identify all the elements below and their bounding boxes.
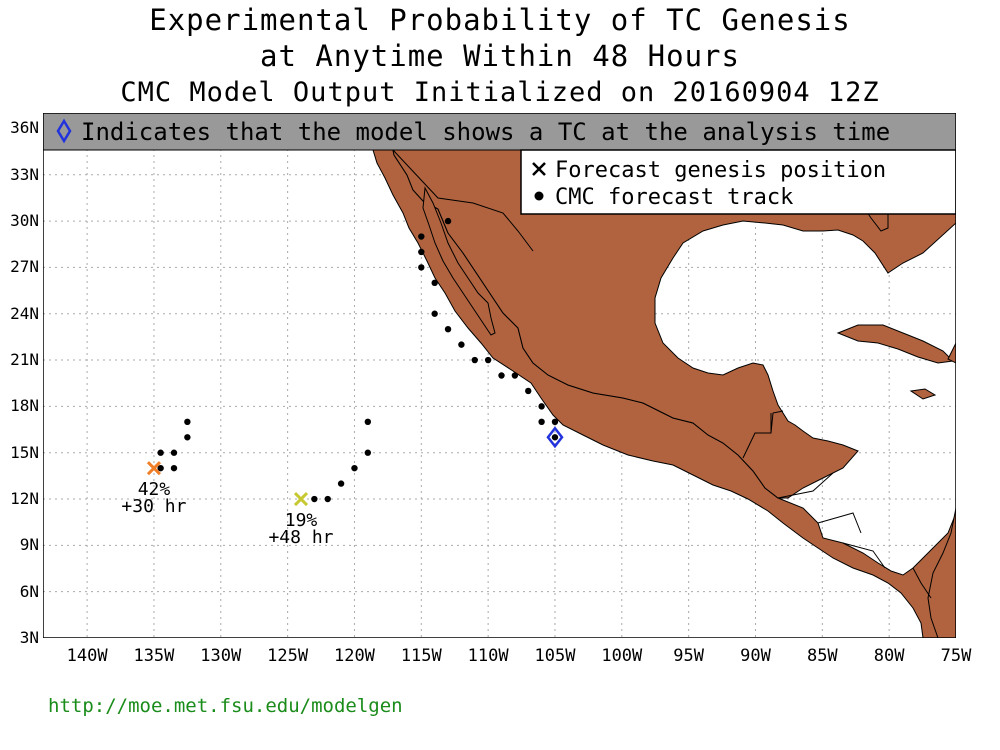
track-point [418, 264, 425, 271]
track-point [324, 495, 331, 503]
border-panama-colombia [912, 567, 932, 599]
track-point [364, 449, 372, 456]
lat-tick-label: 6N [19, 581, 39, 601]
track-point [498, 372, 505, 379]
lon-tick-label: 100W [601, 646, 643, 666]
legend-box [520, 149, 957, 215]
track-point [444, 217, 452, 225]
genesis-x-marker [146, 461, 162, 476]
title-line-2: at Anytime Within 48 Hours [260, 39, 740, 73]
analysis-diamond-icon [56, 118, 72, 144]
track-point [351, 464, 358, 472]
legend-track-label: CMC forecast track [555, 185, 793, 210]
track-point [170, 449, 178, 456]
track-point [157, 464, 164, 472]
track-point [364, 418, 372, 426]
lat-tick-label: 15N [10, 442, 39, 462]
map-panel: 42% +30 hr 19% +48 hr Indicates that the mo… [42, 112, 957, 639]
track-point [444, 325, 452, 333]
lon-tick-label: 130W [200, 646, 242, 666]
lon-tick-label: 80W [873, 646, 905, 666]
lon-tick-label: 125W [267, 646, 309, 666]
track-point [170, 464, 178, 472]
land-mexico-north [392, 149, 957, 499]
lat-tick-label: 30N [10, 211, 39, 231]
track-point [471, 356, 478, 364]
track-point [551, 434, 559, 441]
lon-tick-label: 75W [940, 646, 972, 666]
track-point [184, 418, 191, 426]
legend-track-dot-icon [534, 191, 544, 201]
lon-tick-label: 105W [534, 646, 576, 666]
lat-tick-label: 24N [10, 303, 39, 323]
lon-tick-label: 95W [673, 646, 704, 666]
land-baja-california [422, 186, 496, 336]
genesis-lead-time-label: +48 hr [268, 527, 333, 548]
track-point [484, 356, 492, 364]
analysis-banner-text: Indicates that the model shows a TC at t… [81, 118, 890, 146]
footer-url[interactable]: http://moe.met.fsu.edu/modelgen [48, 695, 403, 717]
analysis-diamond-marker [546, 426, 564, 449]
country-borders [392, 149, 932, 599]
track-point [311, 495, 318, 503]
forecast-tracks [157, 217, 559, 503]
title-line-3: CMC Model Output Initialized on 20160904… [120, 77, 880, 108]
track-point [458, 341, 465, 348]
lat-tick-label: 33N [10, 164, 39, 184]
lat-tick-label: 21N [10, 350, 39, 370]
analysis-banner-background [42, 112, 957, 151]
border-us-mexico [392, 149, 534, 252]
lat-tick-label: 9N [19, 535, 39, 555]
genesis-x-marker [293, 491, 309, 507]
lon-tick-label: 120W [333, 646, 375, 666]
lon-tick-label: 90W [740, 646, 771, 666]
track-point [431, 279, 438, 287]
track-point [184, 434, 191, 441]
lon-tick-label: 140W [66, 646, 108, 666]
track-point [525, 387, 532, 395]
lon-tick-label: 135W [133, 646, 175, 666]
track-point [431, 310, 438, 317]
lon-tick-label: 85W [806, 646, 838, 666]
legend-genesis-label: Forecast genesis position [555, 158, 886, 183]
lat-tick-label: 27N [10, 257, 39, 277]
genesis-markers: 42%+30 hr 19%+48 hr [121, 426, 564, 548]
border-nicaragua [817, 512, 862, 534]
lat-tick-label: 12N [10, 489, 39, 509]
map-svg: 42%+30 hr 19%+48 hr Indicates that the mo… [42, 112, 957, 639]
track-point [418, 248, 425, 256]
track-point [337, 480, 345, 487]
title-line-1: Experimental Probability of TC Genesis [149, 3, 851, 37]
legend-genesis-x-icon [532, 162, 546, 176]
lon-tick-label: 115W [400, 646, 442, 666]
land-jamaica [909, 388, 937, 400]
track-point [418, 233, 425, 240]
track-point [538, 418, 545, 426]
track-point [157, 449, 164, 456]
track-point [551, 418, 559, 426]
border-costa-rica [842, 542, 886, 569]
lat-tick-label: 3N [19, 628, 39, 647]
lat-tick-label: 18N [10, 396, 39, 416]
genesis-probability-label: 42% [138, 479, 171, 500]
genesis-lead-time-label: +30 hr [121, 496, 186, 517]
track-point [538, 403, 545, 410]
genesis-probability-label: 19% [285, 510, 318, 531]
border-honduras [777, 472, 834, 499]
track-point [511, 372, 519, 379]
lon-tick-label: 110W [467, 646, 509, 666]
lat-tick-label: 36N [10, 118, 39, 138]
